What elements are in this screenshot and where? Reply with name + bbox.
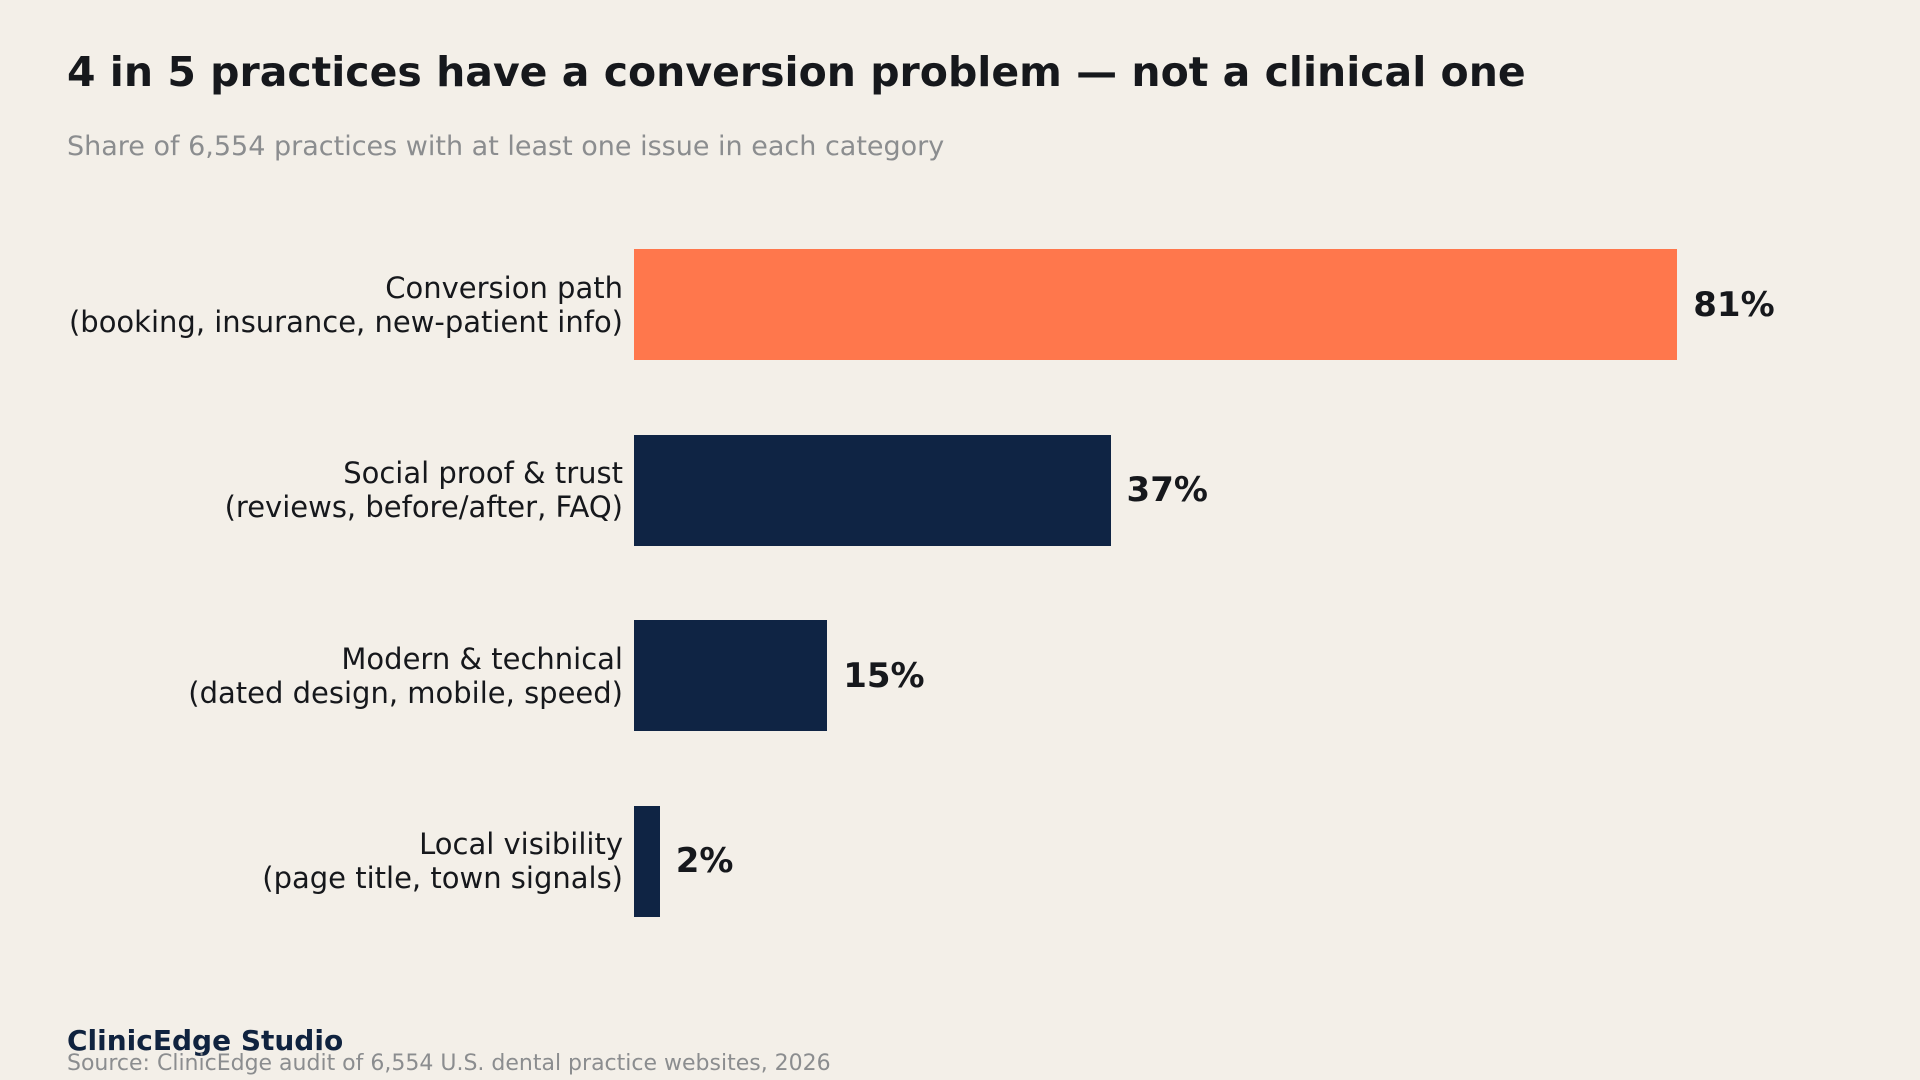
category-label: Conversion path (booking, insurance, new…: [68, 270, 623, 339]
category-label: Social proof & trust (reviews, before/af…: [224, 456, 623, 524]
value-label: 81%: [1693, 284, 1775, 325]
bar: [634, 434, 1111, 546]
chart-subtitle: Share of 6,554 practices with at least o…: [67, 131, 945, 162]
brand: ClinicEdge Studio: [67, 1024, 344, 1057]
bar: [634, 249, 1678, 360]
value-label: 37%: [1126, 470, 1208, 510]
value-label: 2%: [675, 841, 734, 881]
bar: [634, 805, 660, 917]
source-note: Source: ClinicEdge audit of 6,554 U.S. d…: [67, 1051, 831, 1076]
bar: [634, 620, 828, 731]
chart-title: 4 in 5 practices have a conversion probl…: [67, 48, 1526, 96]
category-label: Modern & technical (dated design, mobile…: [188, 641, 623, 710]
category-label: Local visibility (page title, town signa…: [262, 827, 623, 895]
value-label: 15%: [843, 655, 925, 696]
